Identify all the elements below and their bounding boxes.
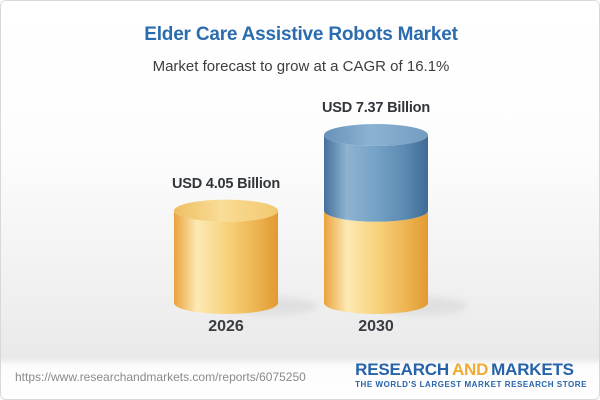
page-title: Elder Care Assistive Robots Market — [144, 24, 458, 45]
page-subtitle: Market forecast to grow at a CAGR of 16.… — [152, 58, 450, 75]
logo-word-markets: MARKETS — [491, 360, 574, 379]
cylinder-segment — [324, 135, 428, 222]
footer-bar: https://www.researchandmarkets.com/repor… — [1, 357, 599, 399]
chart-panel: Elder Care Assistive Robots Market Marke… — [1, 1, 599, 359]
bar-value-label: USD 7.37 Billion — [322, 100, 430, 116]
logo-word-research: RESEARCH — [355, 360, 449, 379]
cylinder-top-cap — [324, 124, 428, 146]
bar-value-label: USD 4.05 Billion — [172, 175, 280, 192]
chart-area: USD 4.05 Billion 2026 USD 7.37 Billion 2030 — [1, 1, 599, 359]
logo-wordmark: RESEARCH AND MARKETS — [355, 361, 587, 378]
logo-word-and: AND — [451, 360, 489, 379]
bar-category-label: 2030 — [358, 318, 394, 335]
cylinder-top-cap — [174, 199, 278, 222]
research-and-markets-logo[interactable]: RESEARCH AND MARKETS THE WORLD'S LARGEST M… — [355, 361, 587, 389]
cylinder-segment — [324, 210, 428, 314]
report-url[interactable]: https://www.researchandmarkets.com/repor… — [15, 370, 306, 384]
bar-category-label: 2026 — [208, 318, 244, 335]
logo-tagline: THE WORLD'S LARGEST MARKET RESEARCH STOR… — [355, 380, 587, 389]
cylinder-segment — [174, 210, 278, 314]
cylinder-chart-svg — [174, 124, 468, 315]
